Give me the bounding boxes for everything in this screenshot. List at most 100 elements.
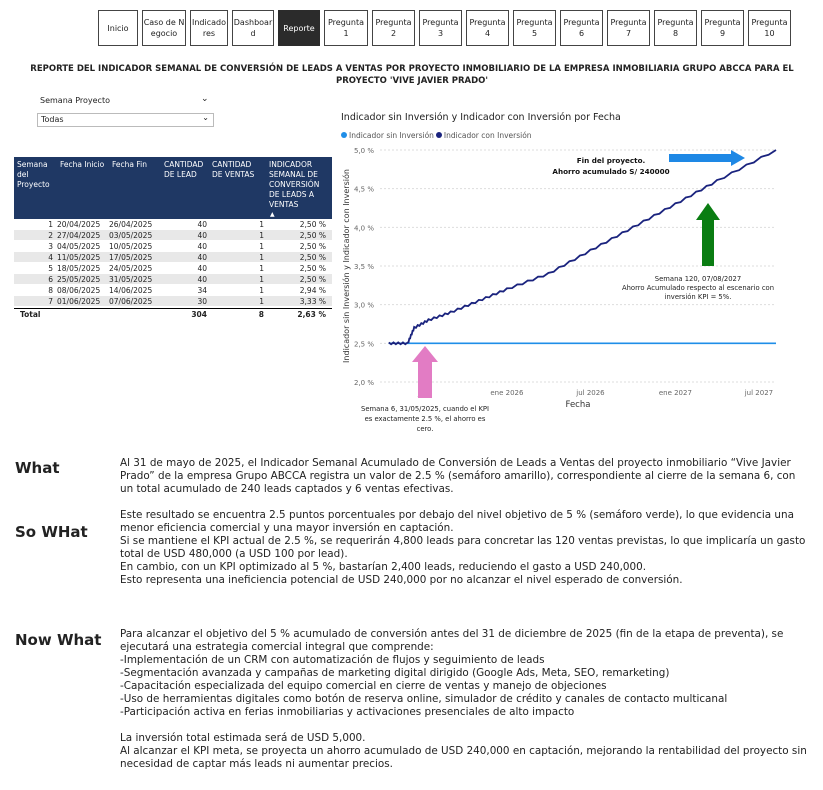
nav-button-pregunta-9[interactable]: Pregunta 9 (701, 10, 744, 46)
table-cell: 1 (259, 220, 264, 229)
table-cell: 17/05/2025 (109, 253, 153, 262)
table-cell: 2,50 % (299, 231, 326, 240)
y-tick-label: 2,0 % (354, 379, 374, 387)
table-row[interactable]: 2 27/04/2025 03/05/2025 40 1 2,50 % (14, 230, 332, 241)
header-kpi[interactable]: INDICADOR SEMANAL DE CONVERSIÓN DE LEADS… (269, 160, 320, 209)
paragraph-line: Si se mantiene el KPI actual de 2.5 %, s… (120, 535, 806, 560)
paragraph-line: Este resultado se encuentra 2.5 puntos p… (120, 509, 794, 534)
table-cell: 11/05/2025 (57, 253, 101, 262)
chevron-up-icon[interactable]: ⌄ (201, 94, 209, 104)
nav-button-pregunta-1[interactable]: Pregunta 1 (324, 10, 368, 46)
total-label: Total (20, 310, 41, 319)
nav-button-inicio[interactable]: Inicio (98, 10, 138, 46)
table-cell: 31/05/2025 (109, 275, 153, 284)
table-cell: 5 (48, 264, 53, 273)
table-row[interactable]: 8 08/06/2025 14/06/2025 34 1 2,94 % (14, 285, 332, 296)
paragraph-line: -Implementación de un CRM con automatiza… (120, 654, 545, 666)
nav-button-pregunta-7[interactable]: Pregunta 7 (607, 10, 650, 46)
table-cell: 2,50 % (299, 253, 326, 262)
table-cell: 2,50 % (299, 242, 326, 251)
slicer-dropdown[interactable]: Todas ⌄ (37, 113, 214, 127)
paragraph-line: La inversión total estimada será de USD … (120, 732, 366, 744)
arrow-up-pink-icon (412, 346, 438, 398)
table-cell: 4 (48, 253, 53, 262)
table-cell: 1 (259, 264, 264, 273)
table-cell: 2 (48, 231, 53, 240)
what-heading: What (15, 459, 60, 477)
legend-item-con[interactable]: Indicador con Inversión (435, 131, 532, 140)
table-cell: 18/05/2025 (57, 264, 101, 273)
sowhat-text: Este resultado se encuentra 2.5 puntos p… (120, 509, 810, 587)
table-cell: 1 (259, 275, 264, 284)
line-chart: 2,0 %2,5 %3,0 %3,5 %4,0 %4,5 %5,0 %julen… (341, 147, 777, 433)
table-cell: 1 (259, 231, 264, 240)
table-cell: 03/05/2025 (109, 231, 153, 240)
table-row[interactable]: 3 04/05/2025 10/05/2025 40 1 2,50 % (14, 241, 332, 252)
annotation-semana-120: Semana 120, 07/08/2027 Ahorro Acumulado r… (622, 275, 774, 301)
y-tick-label: 4,0 % (354, 224, 374, 232)
paragraph-line: -Participación activa en ferias inmobili… (120, 706, 575, 718)
header-end[interactable]: Fecha Fin (112, 160, 147, 169)
nav-button-pregunta-6[interactable]: Pregunta 6 (560, 10, 603, 46)
chevron-down-icon: ⌄ (202, 113, 209, 122)
table-row[interactable]: 6 25/05/2025 31/05/2025 40 1 2,50 % (14, 274, 332, 285)
x-tick-label: jul 2026 (575, 389, 605, 397)
table-cell: 2,94 % (299, 286, 326, 295)
table-header: Semana del Proyecto Fecha Inicio Fecha F… (14, 157, 332, 219)
table-total-row: Total 304 8 2,63 % (14, 308, 332, 320)
table-cell: 1 (48, 220, 53, 229)
table-cell: 1 (259, 286, 264, 295)
paragraph-line: Esto representa una ineficiencia potenci… (120, 574, 683, 586)
table-row[interactable]: 4 11/05/2025 17/05/2025 40 1 2,50 % (14, 252, 332, 263)
what-text: Al 31 de mayo de 2025, el Indicador Sema… (120, 457, 810, 496)
table-cell: 27/04/2025 (57, 231, 101, 240)
table-row[interactable]: 7 01/06/2025 07/06/2025 30 1 3,33 % (14, 296, 332, 307)
nav-button-pregunta-2[interactable]: Pregunta 2 (372, 10, 415, 46)
nav-button-caso-de-negocio[interactable]: Caso de Negocio (142, 10, 186, 46)
table-cell: 3,33 % (299, 297, 326, 306)
table-cell: 08/06/2025 (57, 286, 101, 295)
header-sales[interactable]: CANTIDAD DE VENTAS (212, 160, 255, 179)
header-start[interactable]: Fecha Inicio (60, 160, 105, 169)
nowwhat-text: Para alcanzar el objetivo del 5 % acumul… (120, 628, 810, 771)
arrow-right-icon (669, 150, 745, 166)
table-cell: 24/05/2025 (109, 264, 153, 273)
nav-button-pregunta-3[interactable]: Pregunta 3 (419, 10, 462, 46)
table-cell: 40 (197, 231, 207, 240)
table-cell: 14/06/2025 (109, 286, 153, 295)
sort-arrow-icon: ▲ (270, 211, 275, 218)
nav-button-dashboard[interactable]: Dashboard (232, 10, 274, 46)
nav-button-pregunta-10[interactable]: Pregunta 10 (748, 10, 791, 46)
table-cell: 1 (259, 242, 264, 251)
table-cell: 3 (48, 242, 53, 251)
table-cell: 34 (197, 286, 207, 295)
paragraph-line (120, 719, 810, 732)
slicer-value: Todas (41, 115, 64, 124)
nav-button-reporte[interactable]: Reporte (278, 10, 320, 46)
slicer-label: Semana Proyecto (40, 96, 110, 105)
chart-title: Indicador sin Inversión y Indicador con … (341, 112, 621, 123)
annotation-semana-6: Semana 6, 31/05/2025, cuando el KPI es ex… (361, 405, 489, 433)
total-sales: 8 (258, 310, 264, 319)
table-row[interactable]: 1 20/04/2025 26/04/2025 40 1 2,50 % (14, 219, 332, 230)
nav-button-indicadores[interactable]: Indicadores (190, 10, 228, 46)
legend-item-sin[interactable]: Indicador sin Inversión (341, 131, 434, 140)
table-cell: 1 (259, 253, 264, 262)
table-row[interactable]: 5 18/05/2025 24/05/2025 40 1 2,50 % (14, 263, 332, 274)
header-leads[interactable]: CANTIDAD DE LEAD (164, 160, 204, 179)
paragraph-line: -Capacitación especializada del equipo c… (120, 680, 607, 692)
nowwhat-heading: Now What (15, 631, 102, 649)
x-axis-label: Fecha (566, 400, 591, 410)
header-week[interactable]: Semana del Proyecto (17, 160, 50, 189)
table-cell: 40 (197, 220, 207, 229)
nav-button-pregunta-5[interactable]: Pregunta 5 (513, 10, 556, 46)
annotation-fin-proyecto: Fin del proyecto. Ahorro acumulado S/ 240… (552, 156, 669, 176)
x-tick-label: ene 2026 (490, 389, 524, 397)
table-cell: 7 (48, 297, 53, 306)
paragraph-line: Al 31 de mayo de 2025, el Indicador Sema… (120, 457, 796, 495)
table-cell: 26/04/2025 (109, 220, 153, 229)
table-cell: 30 (197, 297, 207, 306)
nav-button-pregunta-8[interactable]: Pregunta 8 (654, 10, 697, 46)
nav-button-pregunta-4[interactable]: Pregunta 4 (466, 10, 509, 46)
table-cell: 04/05/2025 (57, 242, 101, 251)
